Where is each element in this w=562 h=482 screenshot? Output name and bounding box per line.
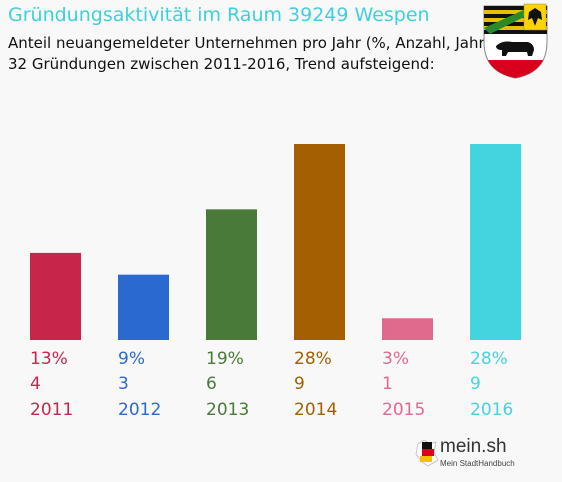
chart-subtitle-line1: Anteil neuangemeldeter Unternehmen pro J… xyxy=(8,34,491,52)
logo-tagline: Mein StadtHandbuch xyxy=(440,459,515,468)
coat-of-arms-icon xyxy=(483,3,548,79)
year-label-2012: 2012 xyxy=(118,400,161,420)
count-label-2013: 6 xyxy=(206,374,217,394)
percent-label-2014: 28% xyxy=(294,349,332,369)
logo-name[interactable]: mein.sh xyxy=(440,436,507,457)
year-label-2011: 2011 xyxy=(30,400,73,420)
bar-2015 xyxy=(382,318,433,340)
year-label-2014: 2014 xyxy=(294,400,337,420)
bar-2016 xyxy=(470,144,521,340)
percent-label-2016: 28% xyxy=(470,349,508,369)
count-label-2016: 9 xyxy=(470,374,481,394)
chart-subtitle-line2: 32 Gründungen zwischen 2011-2016, Trend … xyxy=(8,55,435,73)
count-label-2015: 1 xyxy=(382,374,393,394)
percent-label-2012: 9% xyxy=(118,349,145,369)
bar-2014 xyxy=(294,144,345,340)
year-label-2016: 2016 xyxy=(470,400,513,420)
percent-label-2015: 3% xyxy=(382,349,409,369)
bar-2012 xyxy=(118,274,169,340)
percent-label-2011: 13% xyxy=(30,349,68,369)
bar-2011 xyxy=(30,252,81,340)
percent-label-2013: 19% xyxy=(206,349,244,369)
year-label-2015: 2015 xyxy=(382,400,425,420)
logo-icon xyxy=(415,439,439,467)
year-label-2013: 2013 xyxy=(206,400,249,420)
count-label-2012: 3 xyxy=(118,374,129,394)
count-label-2011: 4 xyxy=(30,374,41,394)
chart-title: Gründungsaktivität im Raum 39249 Wespen xyxy=(8,4,430,26)
bar-2013 xyxy=(206,209,257,340)
count-label-2014: 9 xyxy=(294,374,305,394)
